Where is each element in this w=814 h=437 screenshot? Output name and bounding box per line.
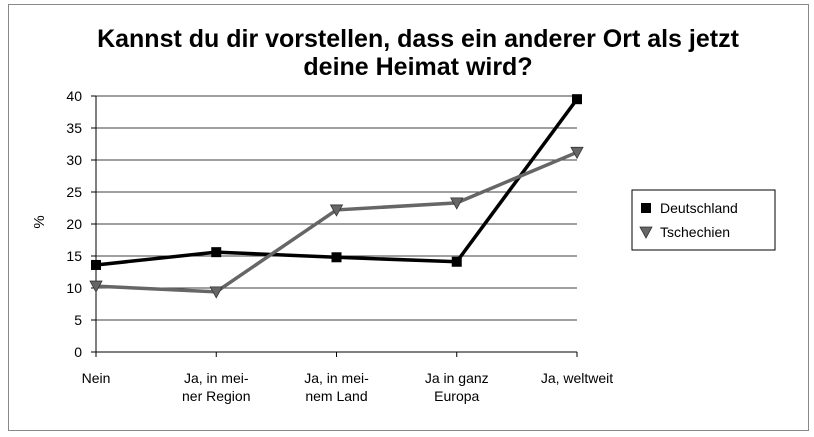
point: [450, 197, 464, 210]
y-tick-label: 10: [66, 280, 82, 296]
legend-label: Tschechien: [660, 224, 730, 240]
point: [572, 94, 582, 105]
x-tick-label: Nein: [82, 370, 111, 386]
x-tick-label: Ja, in mei-nem Land: [304, 370, 369, 404]
y-tick-label: 20: [66, 216, 82, 232]
legend-label: Deutschland: [660, 200, 738, 216]
point: [641, 203, 651, 213]
point: [570, 146, 584, 160]
point: [211, 247, 222, 258]
y-tick-label: 35: [66, 120, 82, 136]
point: [89, 280, 103, 293]
point: [451, 256, 462, 267]
chart-title: Kannst du dir vorstellen, dass ein ander…: [97, 25, 740, 81]
x-tick-label: Ja, weltweit: [541, 370, 613, 386]
point: [209, 286, 223, 299]
point: [329, 204, 344, 217]
y-tick-label: 25: [66, 184, 82, 200]
y-tick-label: 5: [74, 312, 82, 328]
y-tick-label: 40: [66, 88, 82, 104]
point: [331, 252, 342, 263]
point: [639, 226, 653, 239]
x-tick-label: Ja in ganz Europa: [425, 370, 489, 404]
y-axis-label: %: [31, 215, 48, 228]
point: [91, 259, 101, 270]
x-tick-label: Ja, in mei-ner Region: [182, 370, 251, 404]
legend-box: [631, 189, 776, 251]
y-tick-label: 0: [74, 344, 82, 360]
y-tick-label: 15: [66, 248, 82, 264]
y-tick-label: 30: [66, 152, 82, 168]
